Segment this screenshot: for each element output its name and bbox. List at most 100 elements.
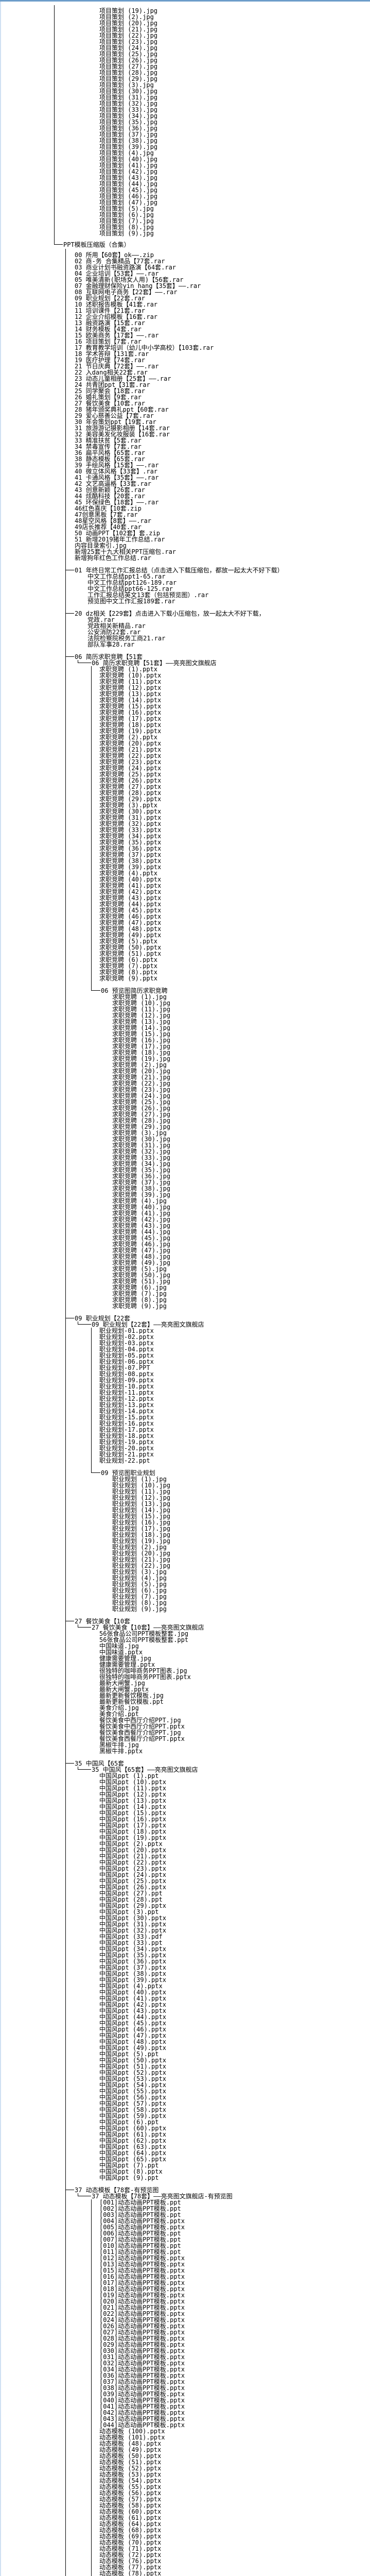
folder-06-pptx-files-item: 求职竞聘 (22).pptx	[99, 752, 162, 759]
folder-37-pptx-files-item: [010]动态动画PPT模板.ppt	[99, 2242, 181, 2249]
folder-37-pptx-files-item: 动态模板 (68).pptx	[99, 2527, 162, 2534]
folder-35-files-item: 中国风ppt (52).pptx	[99, 2069, 166, 2076]
folder-01-files-item: 中文工作总结ppt126-189.rar	[87, 579, 177, 586]
folder-ppt-archive-files-item: 22 入dang相关22套.rar	[75, 369, 148, 376]
folder-09-career-sub: 09 职业规划【22套】——亮亮图文旗舰店	[92, 1321, 204, 1328]
folder-35-files-item: 中国风ppt (26).pptx	[99, 1884, 166, 1891]
tree-branch-line	[91, 990, 100, 991]
folder-06-pptx-files-item: 求职竞聘 (9).pptx	[99, 975, 158, 982]
folder-35-files-item: 中国风ppt (56).pptx	[99, 2094, 166, 2101]
folder-37-dynamic-sub: 37 动态模板【78套】——亮亮图文旗舰店-有预览图	[92, 2193, 233, 2200]
cropped-top-folder-files-item: 项目策划 (3).jpg	[99, 81, 154, 89]
folder-06-pptx-files-item: 求职竞聘 (1).pptx	[99, 666, 158, 673]
folder-06-pptx-files-item: 求职竞聘 (39).pptx	[99, 863, 162, 871]
folder-27-files-item: 餐饮美食中西厅介绍PPT.jpg	[99, 1717, 181, 1724]
folder-37-pptx-files-item: 动态模板 (54).pptx	[99, 2477, 162, 2484]
folder-37-pptx-files-item: [017]动态动画PPT模板.pptx	[99, 2279, 185, 2286]
folder-35-files-item: 中国风ppt (12).pptx	[99, 1791, 166, 1798]
folder-06-pptx-files-item: 求职竞聘 (45).pptx	[99, 907, 162, 914]
folder-09-pptx-files-item: 职业规划-21.pptx	[99, 1451, 154, 1458]
folder-27-files-item: 最新大闸蟹.pptx	[99, 1686, 149, 1693]
folder-09-jpg-files-item: 职业规划 (13).jpg	[112, 1500, 171, 1507]
folder-09-career: 09 职业规划【22套	[75, 1315, 131, 1322]
folder-09-jpg-files-item: 职业规划 (20).jpg	[112, 1550, 171, 1557]
folder-37-pptx-files-item: 动态模板 (61).pptx	[99, 2514, 162, 2521]
folder-06-jpg-files-item: 求职竞聘 (24).jpg	[112, 1092, 171, 1099]
folder-09-pptx-files-item: 职业规划-04.pptx	[99, 1346, 154, 1353]
folder-37-pptx-files-item: 动态模板 (49).pptx	[99, 2446, 162, 2453]
folder-ppt-archive-files-item: 41 卡通风格【35套】——.rar	[75, 474, 159, 481]
folder-35-files-item: 中国风ppt (7).ppt	[99, 2162, 159, 2169]
folder-ppt-archive-files-item: 42 文艺高逼格【33套.rar	[75, 480, 152, 487]
folder-ppt-archive-files-item: 48星空风格【8套】——.rar	[75, 517, 152, 524]
cropped-top-folder-files-item: 项目策划 (30).jpg	[99, 88, 158, 95]
folder-06-jpg-files-item: 求职竞聘 (33).jpg	[112, 1154, 171, 1161]
folder-06-pptx-files-item: 求职竞聘 (3).pptx	[99, 802, 158, 809]
folder-06-pptx-files-item: 求职竞聘 (37).pptx	[99, 851, 162, 858]
folder-35-files-item: 中国风ppt (60).pptx	[99, 2125, 166, 2132]
folder-35-files-item: 中国风ppt (18).pptx	[99, 1828, 166, 1835]
folder-37-pptx-files-item: [026]动态动画PPT模板.pptx	[99, 2323, 185, 2330]
folder-06-pptx-files-item: 求职竞聘 (12).pptx	[99, 684, 162, 691]
folder-06-jpg-files-item: 求职竞聘 (15).jpg	[112, 1030, 171, 1038]
folder-ppt-archive-files-item: 11 培训课件【21套.rar	[75, 307, 146, 314]
folder-ppt-archive-files-item: 19 医疗护理【74套.rar	[75, 357, 146, 364]
folder-06-pptx-files-item: 求职竞聘 (11).pptx	[99, 678, 162, 685]
folder-35-files-item: 中国风ppt (32).pptx	[99, 1927, 166, 1934]
folder-06-jpg-files-item: 求职竞聘 (23).jpg	[112, 1086, 171, 1093]
folder-20-files-item: 法院检察院税务工商21.rar	[87, 635, 166, 642]
folder-ppt-archive: PPT模板压缩版（合集）	[63, 241, 130, 248]
folder-09-jpg-files-item: 职业规划 (8).jpg	[112, 1599, 167, 1606]
folder-37-pptx-files-item: [007]动态动画PPT模板.ppt	[99, 2236, 181, 2243]
folder-06-jpg-files-item: 求职竞聘 (10).jpg	[112, 999, 171, 1007]
folder-ppt-archive-files-item: 39 手绘风格【15套】——.rar	[75, 462, 159, 469]
folder-09-jpg-files-item: 职业规划 (12).jpg	[112, 1494, 171, 1501]
folder-ppt-archive-files-item: 新增25套十九大相关PPT压缩包.rar	[75, 548, 177, 555]
folder-35-files-item: 中国风ppt (64).pptx	[99, 2149, 166, 2157]
folder-37-pptx-files-item: [019]动态动画PPT模板.pptx	[99, 2292, 185, 2299]
folder-09-pptx-files-item: 职业规划-12.pptx	[99, 1395, 154, 1402]
folder-06-jpg-files-item: 求职竞聘 (47).jpg	[112, 1247, 171, 1254]
folder-06-jpg-files-item: 求职竞聘 (14).jpg	[112, 1024, 171, 1031]
folder-06-jpg-files-item: 求职竞聘 (40).jpg	[112, 1204, 171, 1211]
folder-37-pptx-files-item: [028]动态动画PPT模板.pptx	[99, 2335, 185, 2342]
folder-09-pptx-files-item: 职业规划-15.pptx	[99, 1414, 154, 1421]
folder-37-pptx-files-item: [002]动态动画PPT模板.ppt	[99, 2205, 181, 2212]
folder-06-pptx-files-item: 求职竞聘 (6).pptx	[99, 956, 158, 963]
folder-06-jpg-files-item: 求职竞聘 (46).jpg	[112, 1241, 171, 1248]
folder-35-files-item: 中国风ppt (40).pptx	[99, 1989, 166, 1996]
folder-06-jpg-files-item: 求职竞聘 (28).jpg	[112, 1117, 171, 1124]
folder-06-pptx-files-item: 求职竞聘 (36).pptx	[99, 845, 162, 852]
folder-06-jpg-files-item: 求职竞聘 (45).jpg	[112, 1234, 171, 1242]
folder-06-pptx-files-item: 求职竞聘 (15).pptx	[99, 703, 162, 710]
folder-20-dz: 20 dz相关【229套】点击进入下载小压缩包，放一起太大不好下载，	[75, 610, 265, 617]
folder-09-pptx-files-item: 职业规划-14.pptx	[99, 1408, 154, 1415]
folder-06-pptx-files-item: 求职竞聘 (30).pptx	[99, 808, 162, 815]
folder-37-pptx-files-item: 动态模板 (78).pptx	[99, 2570, 162, 2576]
folder-37-pptx-files-item: [020]动态动画PPT模板.pptx	[99, 2298, 185, 2305]
folder-06-jpg-files-item: 求职竞聘 (27).jpg	[112, 1111, 171, 1118]
tree-branch-line	[91, 2199, 92, 2576]
folder-37-pptx-files-item: [038]动态动画PPT模板.pptx	[99, 2384, 185, 2392]
folder-35-files-item: 中国风ppt (50).pptx	[99, 2057, 166, 2064]
folder-09-jpg-files-item: 职业规划 (7).jpg	[112, 1593, 167, 1600]
folder-37-pptx-files-item: 动态模板 (69).pptx	[99, 2533, 162, 2540]
folder-09-pptx-files-item: 职业规划-17.pptx	[99, 1426, 154, 1433]
folder-06-jpg-files-item: 求职竞聘 (16).jpg	[112, 1037, 171, 1044]
folder-06-jpg-files-item: 求职竞聘 (21).jpg	[112, 1074, 171, 1081]
folder-35-files-item: 中国风ppt (2).pptx	[99, 1840, 163, 1848]
folder-37-pptx-files-item: 动态模板 (56).pptx	[99, 2489, 162, 2497]
folder-09-jpg-files-item: 职业规划 (21).jpg	[112, 1556, 171, 1563]
cropped-top-folder-files-item: 项目策划 (38).jpg	[99, 137, 158, 144]
folder-ppt-archive-files-item: 29 爱心慈善公益【7套.rar	[75, 412, 154, 419]
folder-ppt-archive-files-item: 21 节日庆典【72套】——.rar	[75, 363, 159, 370]
cropped-top-folder-files-item: 项目策划 (32).jpg	[99, 100, 158, 107]
folder-06-resume: 06 简历求职竞聘【51套	[75, 653, 143, 660]
folder-06-pptx-files-item: 求职竞聘 (19).pptx	[99, 727, 162, 735]
folder-ppt-archive-files-item: 47创意黑板【7套.rar	[75, 511, 138, 518]
folder-35-files-item: 中国风ppt (16).pptx	[99, 1816, 166, 1823]
folder-35-files-item: 中国风ppt (13).pptx	[99, 1797, 166, 1804]
cropped-top-folder-files-item: 项目策划 (43).jpg	[99, 174, 158, 181]
tree-branch-line	[65, 1763, 74, 1764]
folder-35-files-item: 中国风ppt (61).pptx	[99, 2131, 166, 2138]
